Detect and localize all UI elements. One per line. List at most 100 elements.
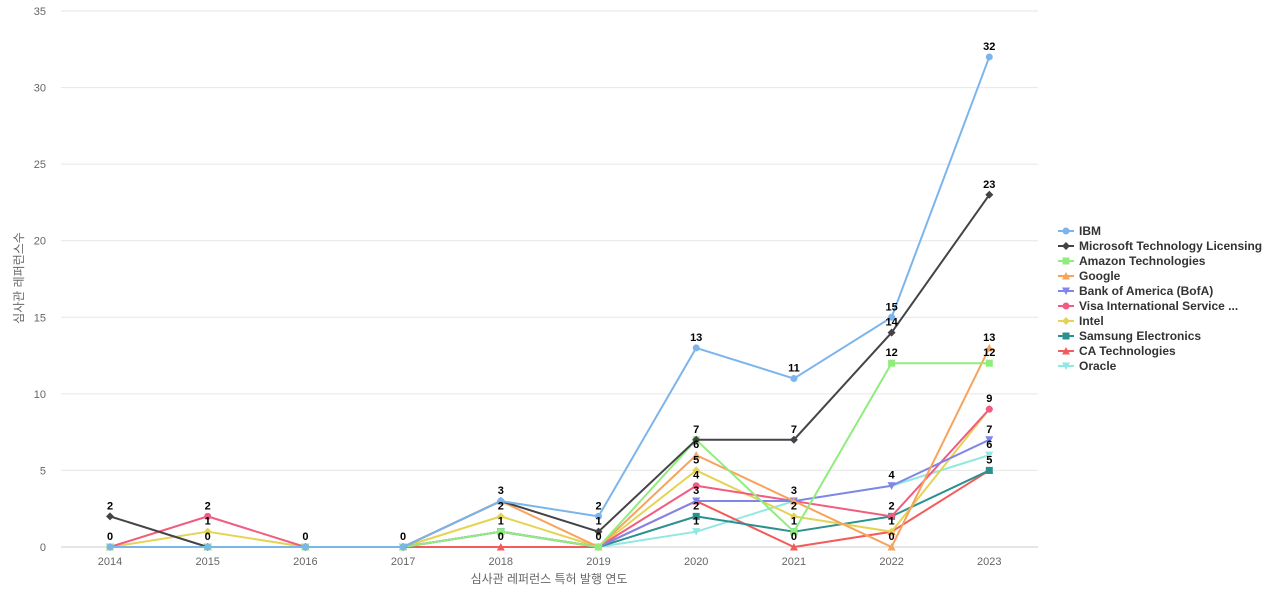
data-point[interactable]	[985, 53, 993, 61]
data-point[interactable]	[789, 512, 798, 521]
data-point[interactable]	[692, 528, 701, 536]
data-label: 2	[498, 500, 504, 512]
data-label: 0	[302, 531, 308, 543]
series-google[interactable]	[106, 343, 994, 551]
data-point[interactable]	[497, 528, 505, 536]
series-line	[109, 194, 991, 548]
legend-item[interactable]: IBM	[1058, 224, 1101, 238]
data-label: 1	[205, 516, 211, 528]
data-point[interactable]	[496, 543, 505, 551]
legend-item[interactable]: Bank of America (BofA)	[1058, 284, 1213, 298]
data-point[interactable]	[692, 482, 700, 490]
data-point[interactable]	[692, 466, 701, 475]
legend-label: IBM	[1079, 224, 1101, 238]
data-point[interactable]	[985, 190, 994, 199]
data-point[interactable]	[106, 512, 114, 521]
data-point[interactable]	[692, 512, 700, 520]
data-point[interactable]	[692, 344, 700, 352]
legend-label: Oracle	[1079, 359, 1117, 373]
data-point[interactable]	[888, 359, 896, 367]
y-tick-label: 5	[40, 465, 46, 477]
data-point[interactable]	[887, 328, 896, 337]
data-point[interactable]	[887, 543, 896, 551]
legend-item[interactable]: Intel	[1058, 314, 1104, 328]
legend-item[interactable]: Oracle	[1058, 359, 1117, 373]
data-point[interactable]	[888, 313, 896, 321]
data-point[interactable]	[888, 512, 896, 520]
legend-marker	[1062, 287, 1070, 295]
data-label: 12	[885, 347, 897, 359]
legend-label: Google	[1079, 269, 1121, 283]
legend-item[interactable]: CA Technologies	[1058, 344, 1176, 358]
data-point[interactable]	[790, 375, 798, 383]
data-point[interactable]	[985, 436, 994, 444]
data-point[interactable]	[203, 527, 212, 536]
legend-item[interactable]: Visa International Service ...	[1058, 299, 1238, 313]
data-label: 12	[983, 347, 995, 359]
data-point[interactable]	[985, 343, 994, 352]
data-point[interactable]	[692, 435, 701, 444]
data-label: 0	[595, 531, 601, 543]
series-microsoft-technology-licensing[interactable]	[106, 190, 994, 551]
data-point[interactable]	[204, 512, 212, 520]
data-point[interactable]	[985, 405, 993, 413]
data-point[interactable]	[204, 543, 212, 551]
x-tick-label: 2021	[782, 556, 806, 568]
data-point[interactable]	[789, 497, 798, 505]
x-tick-label: 2020	[684, 556, 708, 568]
legend-item[interactable]: Samsung Electronics	[1058, 329, 1201, 343]
legend-marker	[1062, 362, 1070, 370]
data-label: 0	[205, 531, 211, 543]
data-label: 6	[693, 439, 699, 451]
data-point[interactable]	[789, 543, 798, 551]
series-visa-international-service[interactable]	[106, 405, 993, 551]
data-point[interactable]	[595, 512, 602, 520]
data-point[interactable]	[399, 543, 407, 551]
legend-item[interactable]: Amazon Technologies	[1058, 254, 1206, 268]
legend-label: Samsung Electronics	[1079, 329, 1201, 343]
data-label: 0	[400, 531, 406, 543]
legend-item[interactable]: Google	[1058, 269, 1121, 283]
legend-marker	[1062, 242, 1070, 250]
data-label: 15	[885, 301, 897, 313]
series-layer	[106, 53, 994, 551]
data-point[interactable]	[301, 543, 309, 551]
legend-marker	[1062, 257, 1070, 265]
data-point[interactable]	[106, 543, 114, 551]
data-label: 1	[595, 516, 601, 528]
data-point[interactable]	[594, 527, 603, 536]
x-tick-label: 2019	[586, 556, 610, 568]
legend-marker	[1062, 272, 1070, 280]
series-line	[110, 56, 991, 548]
legend-label: Intel	[1079, 314, 1104, 328]
data-label: 1	[889, 516, 895, 528]
data-point[interactable]	[985, 466, 993, 474]
data-point[interactable]	[789, 435, 798, 444]
data-label: 7	[693, 424, 699, 436]
series-intel[interactable]	[106, 405, 994, 551]
data-point[interactable]	[985, 359, 993, 367]
data-label: 2	[791, 500, 797, 512]
x-tick-label: 2023	[977, 556, 1001, 568]
data-label: 32	[983, 41, 995, 53]
y-tick-label: 10	[34, 389, 46, 401]
data-point[interactable]	[595, 543, 602, 551]
legend-marker	[1062, 302, 1070, 310]
data-point[interactable]	[497, 497, 505, 505]
data-label: 1	[498, 516, 504, 528]
legend-item[interactable]: Microsoft Technology Licensing	[1058, 239, 1262, 253]
data-point[interactable]	[692, 451, 701, 459]
data-point[interactable]	[790, 528, 798, 536]
data-point[interactable]	[887, 482, 896, 490]
data-point[interactable]	[985, 451, 994, 460]
data-point[interactable]	[887, 527, 896, 536]
data-point[interactable]	[496, 512, 505, 521]
data-point[interactable]	[692, 497, 701, 506]
data-label: 2	[595, 500, 601, 512]
legend-label: Microsoft Technology Licensing	[1079, 239, 1262, 253]
series-ibm[interactable]	[106, 53, 993, 551]
series-bank-of-america-bofa[interactable]	[106, 436, 994, 551]
y-tick-label: 15	[34, 312, 46, 324]
